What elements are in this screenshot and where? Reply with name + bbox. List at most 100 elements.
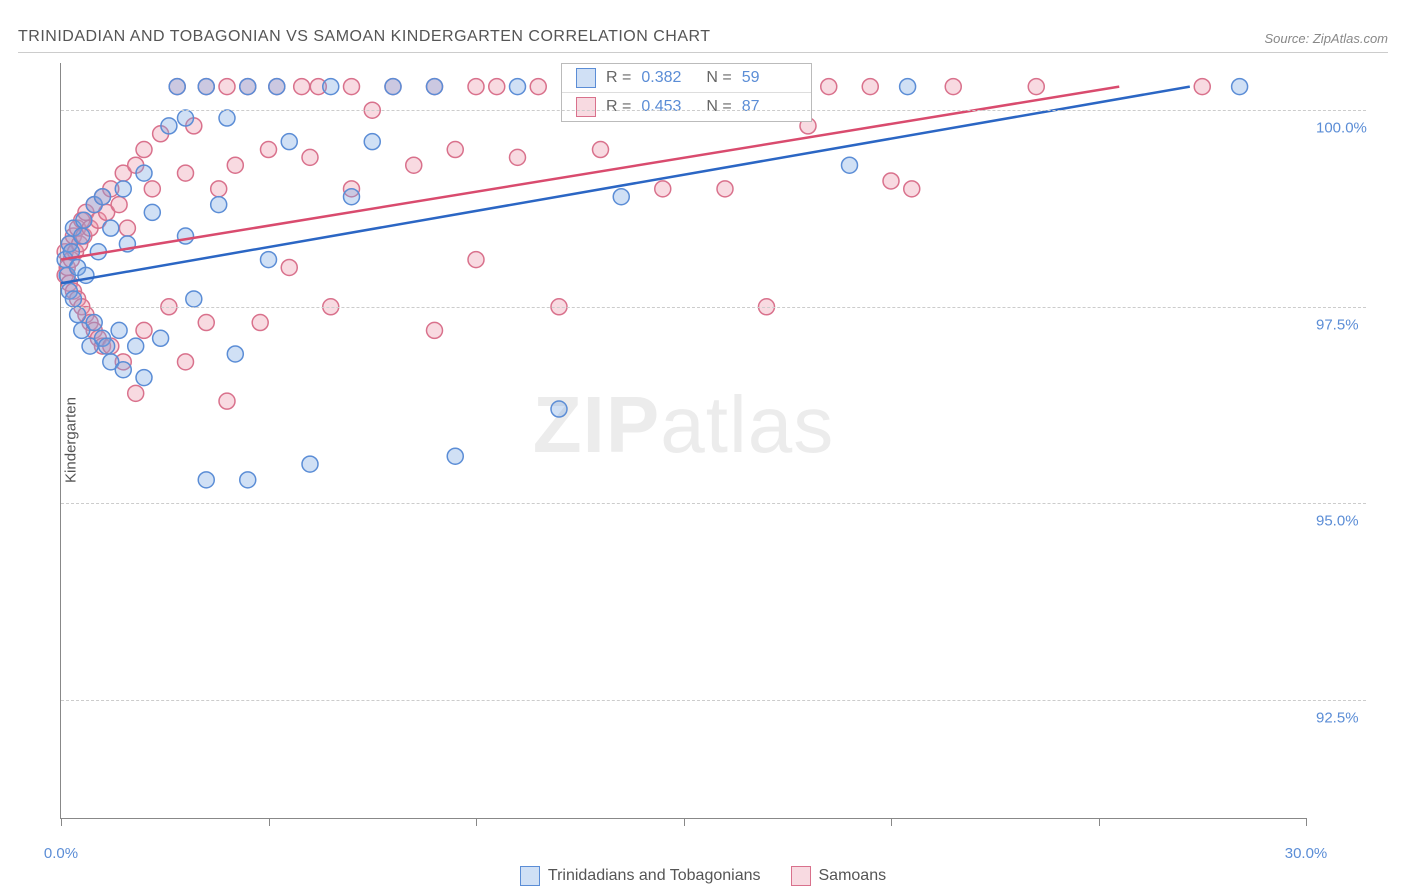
data-point (74, 228, 90, 244)
data-point (281, 259, 297, 275)
data-point (1232, 79, 1248, 95)
data-point (904, 181, 920, 197)
data-point (302, 456, 318, 472)
data-point (136, 142, 152, 158)
data-point (153, 330, 169, 346)
data-point (252, 315, 268, 331)
data-point (111, 322, 127, 338)
correlation-legend: R = 0.382 N = 59 R = 0.453 N = 87 (561, 63, 812, 122)
data-point (344, 189, 360, 205)
data-point (344, 79, 360, 95)
ytick-label: 97.5% (1316, 316, 1391, 333)
gridline (61, 110, 1366, 111)
data-point (613, 189, 629, 205)
series-legend: Trinidadians and Tobagonians Samoans (0, 866, 1406, 886)
data-point (70, 307, 86, 323)
data-point (178, 354, 194, 370)
swatch-series-2 (576, 97, 596, 117)
data-point (281, 134, 297, 150)
data-point (489, 79, 505, 95)
xtick-mark (269, 818, 270, 826)
data-point (261, 142, 277, 158)
data-point (76, 212, 92, 228)
data-point (227, 157, 243, 173)
data-point (302, 149, 318, 165)
scatter-svg (61, 63, 1306, 818)
data-point (136, 322, 152, 338)
xtick-label: 30.0% (1285, 845, 1328, 862)
data-point (103, 220, 119, 236)
n-value-1: 59 (742, 69, 797, 87)
swatch-series-1 (576, 68, 596, 88)
data-point (900, 79, 916, 95)
gridline (61, 700, 1366, 701)
data-point (128, 338, 144, 354)
xtick-mark (684, 818, 685, 826)
data-point (510, 149, 526, 165)
legend-item-2: Samoans (791, 866, 887, 886)
data-point (178, 228, 194, 244)
data-point (551, 401, 567, 417)
xtick-label: 0.0% (44, 845, 78, 862)
data-point (240, 472, 256, 488)
data-point (178, 110, 194, 126)
source-label: Source: ZipAtlas.com (1264, 31, 1388, 46)
data-point (119, 220, 135, 236)
data-point (240, 79, 256, 95)
data-point (717, 181, 733, 197)
title-bar: TRINIDADIAN AND TOBAGONIAN VS SAMOAN KIN… (18, 18, 1388, 53)
xtick-mark (891, 818, 892, 826)
data-point (198, 472, 214, 488)
legend-row-series-2: R = 0.453 N = 87 (562, 92, 811, 121)
data-point (198, 315, 214, 331)
data-point (219, 393, 235, 409)
data-point (883, 173, 899, 189)
r-value-2: 0.453 (641, 98, 696, 116)
ytick-label: 92.5% (1316, 710, 1391, 727)
data-point (655, 181, 671, 197)
data-point (219, 79, 235, 95)
data-point (65, 291, 81, 307)
legend-item-1: Trinidadians and Tobagonians (520, 866, 761, 886)
ytick-label: 95.0% (1316, 513, 1391, 530)
data-point (219, 110, 235, 126)
data-point (144, 181, 160, 197)
data-point (468, 252, 484, 268)
data-point (323, 79, 339, 95)
gridline (61, 503, 1366, 504)
n-value-2: 87 (742, 98, 797, 116)
data-point (136, 370, 152, 386)
xtick-mark (61, 818, 62, 826)
gridline (61, 307, 1366, 308)
data-point (261, 252, 277, 268)
data-point (86, 315, 102, 331)
xtick-mark (1306, 818, 1307, 826)
data-point (1194, 79, 1210, 95)
data-point (227, 346, 243, 362)
data-point (364, 134, 380, 150)
data-point (115, 181, 131, 197)
data-point (530, 79, 546, 95)
legend-label-1: Trinidadians and Tobagonians (548, 867, 761, 885)
legend-label-2: Samoans (819, 867, 887, 885)
data-point (821, 79, 837, 95)
data-point (406, 157, 422, 173)
data-point (136, 165, 152, 181)
data-point (186, 291, 202, 307)
data-point (385, 79, 401, 95)
data-point (842, 157, 858, 173)
data-point (269, 79, 285, 95)
data-point (178, 165, 194, 181)
data-point (161, 118, 177, 134)
data-point (144, 204, 160, 220)
data-point (945, 79, 961, 95)
data-point (198, 79, 214, 95)
plot-area: ZIPatlas R = 0.382 N = 59 R = 0.453 N = … (60, 63, 1306, 819)
r-value-1: 0.382 (641, 69, 696, 87)
data-point (447, 142, 463, 158)
data-point (128, 385, 144, 401)
legend-row-series-1: R = 0.382 N = 59 (562, 64, 811, 92)
data-point (427, 79, 443, 95)
data-point (211, 181, 227, 197)
chart-title: TRINIDADIAN AND TOBAGONIAN VS SAMOAN KIN… (18, 28, 711, 46)
